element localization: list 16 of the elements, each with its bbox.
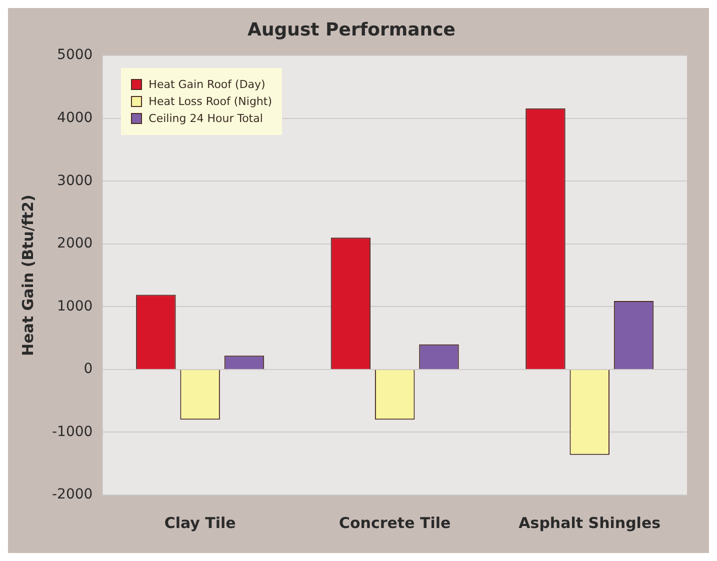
y-tick-label: -2000 — [52, 486, 93, 503]
legend-label: Heat Gain Roof (Day) — [148, 78, 266, 91]
chart-title: August Performance — [248, 19, 456, 40]
y-tick-label: 3000 — [57, 172, 93, 189]
y-tick-label: -1000 — [52, 424, 93, 440]
y-tick-label: 5000 — [57, 47, 93, 64]
y-tick-label: 0 — [84, 361, 93, 378]
y-tick-label: 1000 — [57, 298, 93, 314]
legend-label: Ceiling 24 Hour Total — [148, 112, 263, 125]
x-tick-label: Asphalt Shingles — [518, 514, 661, 532]
x-tick-label: Clay Tile — [164, 514, 236, 532]
legend-label: Heat Loss Roof (Night) — [148, 94, 272, 108]
x-tick-label: Concrete Tile — [338, 514, 451, 532]
y-tick-label: 2000 — [57, 236, 93, 252]
y-tick-label: 4000 — [57, 110, 93, 126]
y-axis-title: Heat Gain (Btu/ft2) — [18, 194, 37, 356]
